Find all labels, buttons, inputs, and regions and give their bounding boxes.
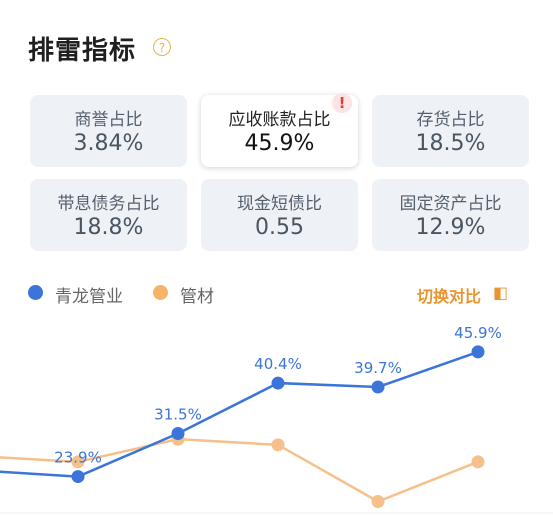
metric-card-interest-debt[interactable]: 带息债务占比 18.8%	[30, 179, 187, 251]
legend-label-company: 青龙管业	[55, 287, 123, 307]
metric-card-fixed-assets[interactable]: 固定资产占比 12.9%	[372, 179, 529, 251]
data-point[interactable]	[171, 427, 185, 440]
metric-card-cash-ratio[interactable]: 现金短债比 0.55	[201, 179, 358, 251]
metric-value: 18.5%	[415, 131, 486, 156]
metric-label: 带息债务占比	[57, 194, 160, 214]
metric-value: 45.9%	[244, 131, 315, 156]
metric-value: 3.84%	[73, 131, 144, 156]
series-line-1	[0, 437, 479, 503]
metric-value: 12.9%	[415, 215, 486, 240]
data-label: 23.9%	[54, 449, 102, 467]
data-point[interactable]	[371, 495, 385, 508]
metric-value: 18.8%	[73, 215, 144, 240]
data-point[interactable]	[371, 380, 385, 394]
data-point[interactable]	[71, 455, 85, 469]
data-point[interactable]	[471, 455, 485, 469]
data-point[interactable]	[71, 470, 85, 484]
page-title: 排雷指标	[28, 36, 137, 66]
metric-label: 固定资产占比	[399, 194, 502, 214]
legend-dot-company	[28, 285, 43, 300]
legend-label-industry: 管材	[180, 287, 214, 307]
data-point[interactable]	[271, 438, 285, 452]
data-label: 39.7%	[354, 359, 402, 377]
data-label: 45.9%	[454, 324, 502, 342]
line-chart: 23.9% 31.5% 40.4% 39.7% 45.9%	[0, 324, 553, 514]
metric-value: 0.55	[255, 215, 304, 240]
metric-label: 应收账款占比	[228, 110, 331, 130]
data-label: 40.4%	[254, 355, 302, 373]
metric-card-receivables[interactable]: 应收账款占比 45.9% !	[201, 93, 358, 167]
switch-compare-button[interactable]: 切换对比	[417, 287, 482, 306]
metric-label: 现金短债比	[237, 194, 322, 214]
legend-dot-industry	[153, 285, 168, 300]
metric-label: 存货占比	[416, 110, 485, 130]
data-point[interactable]	[271, 376, 285, 390]
metric-card-inventory[interactable]: 存货占比 18.5%	[372, 95, 529, 167]
question-icon[interactable]: ?	[153, 38, 171, 56]
data-label: 31.5%	[154, 406, 202, 424]
alert-icon: !	[332, 93, 352, 113]
switch-icon[interactable]: ◧	[493, 283, 509, 302]
metric-label: 商誉占比	[74, 110, 143, 130]
metric-card-goodwill[interactable]: 商誉占比 3.84%	[30, 95, 187, 167]
series-line-0	[0, 350, 479, 478]
data-point[interactable]	[471, 345, 485, 359]
